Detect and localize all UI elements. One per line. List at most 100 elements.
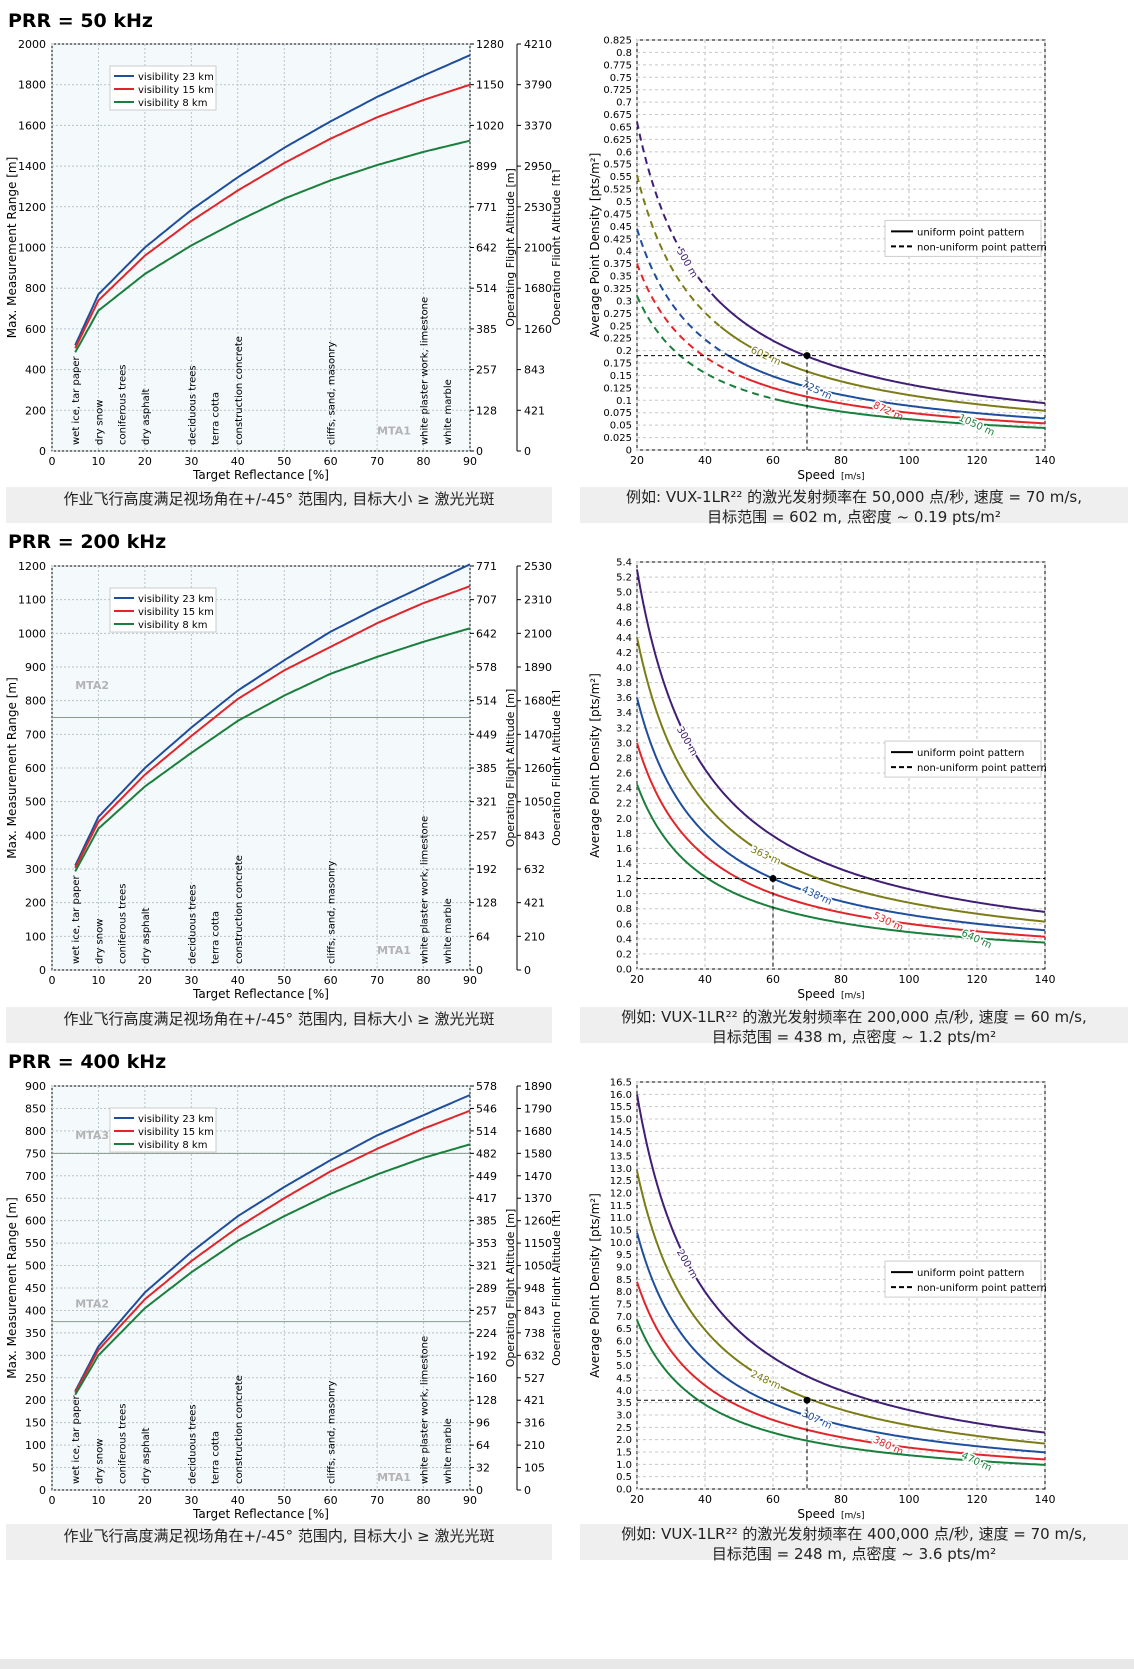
material-label: wet ice, tar paper xyxy=(71,1394,82,1484)
altitude-ft-tick-label: 1680 xyxy=(524,695,552,708)
y-axis-label: Max. Measurement Range [m] xyxy=(5,157,19,339)
y-tick-label: 15.5 xyxy=(610,1102,632,1113)
y-tick-label: 100 xyxy=(25,930,46,943)
series-line xyxy=(636,783,1046,944)
y-tick-label: 0.0 xyxy=(616,965,632,976)
y-tick-label: 0.05 xyxy=(610,421,632,432)
y-tick-label: 0 xyxy=(39,445,46,458)
altitude-ft-tick-label: 421 xyxy=(524,1394,545,1407)
y-tick-label: 0.4 xyxy=(616,247,632,258)
material-label: cliffs, sand, masonry xyxy=(327,341,338,445)
y-tick-label: 0.225 xyxy=(603,334,632,345)
altitude-ft-tick-label: 1370 xyxy=(524,1192,552,1205)
altitude-m-tick-label: 578 xyxy=(476,661,497,674)
y-tick-label: 0.775 xyxy=(603,60,632,71)
altitude-m-tick-label: 160 xyxy=(476,1372,497,1385)
material-label: coniferous trees xyxy=(118,1404,129,1484)
altitude-m-axis-label: Operating Flight Altitude [m] xyxy=(504,1209,517,1367)
mta-label: MTA1 xyxy=(377,425,411,438)
y-tick-label: 3.0 xyxy=(616,738,632,749)
altitude-ft-tick-label: 843 xyxy=(524,364,545,377)
y-tick-label: 6.5 xyxy=(616,1324,632,1335)
material-label: dry snow xyxy=(94,400,105,445)
altitude-m-tick-label: 514 xyxy=(476,282,497,295)
y-tick-label: 750 xyxy=(25,1147,46,1160)
y-tick-label: 1.0 xyxy=(616,1460,632,1471)
y-tick-label: 150 xyxy=(25,1417,46,1430)
y-tick-label: 8.5 xyxy=(616,1275,632,1286)
material-label: terra cotta xyxy=(211,911,222,964)
material-label: construction concrete xyxy=(234,1375,245,1484)
y-tick-label: 700 xyxy=(25,1170,46,1183)
y-tick-label: 1200 xyxy=(18,201,46,214)
altitude-ft-tick-label: 1260 xyxy=(524,323,552,336)
x-tick-label: 120 xyxy=(967,973,988,986)
altitude-ft-tick-label: 2100 xyxy=(524,242,552,255)
altitude-m-tick-label: 449 xyxy=(476,1170,497,1183)
y-tick-label: 100 xyxy=(25,1439,46,1452)
x-tick-label: 90 xyxy=(463,455,477,468)
y-tick-label: 500 xyxy=(25,796,46,809)
legend: uniform point pattern non-uniform point p… xyxy=(884,1260,1047,1298)
legend: visibility 23 km visibility 15 km visibili… xyxy=(109,65,217,111)
material-label: dry asphalt xyxy=(141,908,152,964)
series-line-nonuniform xyxy=(636,174,721,328)
legend-box xyxy=(884,740,1042,778)
series-line xyxy=(711,293,1046,405)
x-axis-label: Speed xyxy=(797,1507,835,1521)
y-tick-label: 0.2 xyxy=(616,346,632,357)
altitude-ft-tick-label: 843 xyxy=(524,1304,545,1317)
mta-label: MTA1 xyxy=(377,944,411,957)
series-line xyxy=(74,83,471,349)
x-axis-unit: [m/s] xyxy=(841,472,865,482)
y-tick-label: 800 xyxy=(25,282,46,295)
x-tick-label: 140 xyxy=(1035,973,1056,986)
y-tick-label: 4.6 xyxy=(616,618,632,629)
altitude-ft-tick-label: 738 xyxy=(524,1327,545,1340)
altitude-m-tick-label: 257 xyxy=(476,364,497,377)
y-tick-label: 0.825 xyxy=(603,36,632,47)
series-line xyxy=(74,139,471,353)
material-label: white plaster work, limestone xyxy=(420,816,431,964)
y-tick-label: 0 xyxy=(626,446,632,457)
x-axis-label: Speed xyxy=(797,468,835,482)
material-label: dry snow xyxy=(94,1439,105,1484)
y-tick-label: 3.2 xyxy=(616,723,632,734)
caption-left-200khz: 作业飞行高度满足视场角在+/-45° 范围内, 目标大小 ≥ 激光光斑 xyxy=(6,1007,552,1043)
altitude-m-tick-label: 353 xyxy=(476,1237,497,1250)
y-tick-label: 3.5 xyxy=(616,1398,632,1409)
material-label: cliffs, sand, masonry xyxy=(327,860,338,964)
x-tick-label: 10 xyxy=(91,974,105,987)
caption-right-400khz: 例如: VUX-1LR²² 的激光发射频率在 400,000 点/秒, 速度 =… xyxy=(580,1524,1128,1563)
y-tick-label: 9.0 xyxy=(616,1263,632,1274)
x-tick-label: 30 xyxy=(184,974,198,987)
y-tick-label: 900 xyxy=(25,661,46,674)
altitude-m-axis-label: Operating Flight Altitude [m] xyxy=(504,689,517,847)
y-tick-label: 1000 xyxy=(18,627,46,640)
legend-box xyxy=(884,219,1042,257)
y-tick-label: 0.2 xyxy=(616,949,632,960)
y-tick-label: 4.5 xyxy=(616,1374,632,1385)
caption-line-2: 目标范围 = 602 m, 点密度 ~ 0.19 pts/m² xyxy=(707,508,1001,526)
altitude-m-tick-label: 899 xyxy=(476,160,497,173)
altitude-ft-axis-label: Operating Flight Altitude [ft] xyxy=(550,690,560,846)
y-tick-label: 450 xyxy=(25,1282,46,1295)
y-tick-label: 4.4 xyxy=(616,633,632,644)
caption-line-2: 目标范围 = 438 m, 点密度 ~ 1.2 pts/m² xyxy=(711,1028,997,1046)
material-label: wet ice, tar paper xyxy=(71,874,82,964)
material-label: white marble xyxy=(443,1418,454,1484)
y-tick-label: 0.525 xyxy=(603,185,632,196)
series-line xyxy=(74,585,471,869)
x-tick-label: 100 xyxy=(899,973,920,986)
altitude-m-tick-label: 224 xyxy=(476,1327,497,1340)
caption-line-1: 例如: VUX-1LR²² 的激光发射频率在 400,000 点/秒, 速度 =… xyxy=(621,1525,1087,1543)
y-tick-label: 0.0 xyxy=(616,1485,632,1496)
altitude-ft-tick-label: 1680 xyxy=(524,1125,552,1138)
x-tick-label: 80 xyxy=(834,1493,848,1506)
y-tick-label: 300 xyxy=(25,1349,46,1362)
x-tick-label: 140 xyxy=(1035,1493,1056,1506)
y-tick-label: 13.0 xyxy=(610,1164,632,1175)
altitude-m-tick-label: 0 xyxy=(476,1484,483,1497)
altitude-ft-tick-label: 1890 xyxy=(524,1080,552,1093)
